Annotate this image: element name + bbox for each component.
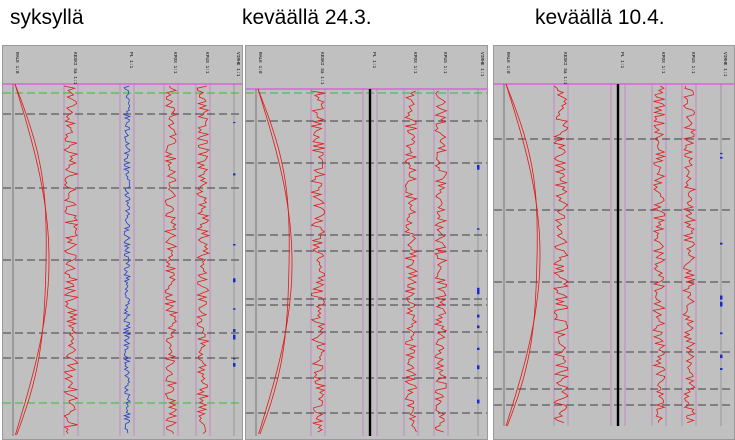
virhe-marker xyxy=(720,242,723,245)
channel-header: KPOS 1:1 xyxy=(172,52,178,74)
virhe-marker xyxy=(233,173,236,176)
virhe-marker xyxy=(720,156,723,159)
rale-curve xyxy=(257,88,293,435)
virhe-marker xyxy=(233,329,236,332)
chart-panel-3: RALE 1:8 KESKI Sa 1:1 PL 1:1 KPOS 1:1 KPUS 1… xyxy=(494,52,734,427)
chart-panel-1: RALE 1:8 KESKI Sa 1:1 PL 1:1 KPOS 1:1 KPUS 1… xyxy=(3,52,242,436)
rale-curve xyxy=(505,83,541,427)
virhe-marker xyxy=(233,278,236,283)
channel-header: RALE 1:8 xyxy=(505,52,511,74)
channel-header: KPOS 1:1 xyxy=(412,52,418,74)
channel-header: VIRHE 1:1 xyxy=(235,52,241,77)
virhe-marker xyxy=(233,358,236,360)
rale-curve xyxy=(14,83,47,436)
virhe-marker xyxy=(720,355,723,359)
rale-curve xyxy=(257,88,290,435)
virhe-marker xyxy=(477,325,480,329)
virhe-marker xyxy=(477,290,480,295)
virhe-marker xyxy=(477,228,480,230)
chart-panel-2: RALE 1:8 KESKI Sa 1:1 PL 1:1 KPOS 1:1 KPUS 1… xyxy=(246,52,487,436)
virhe-marker xyxy=(720,354,723,356)
measurement-panel-2: RALE 1:8 KESKI Sa 1:1 PL 1:1 KPOS 1:1 KPUS 1… xyxy=(245,45,488,440)
virhe-marker xyxy=(477,165,480,170)
kpus-signal-trace xyxy=(433,90,448,433)
channel-header: KPOS 1:1 xyxy=(660,52,666,74)
virhe-marker xyxy=(720,152,723,155)
channel-header: VIRHE 1:1 xyxy=(479,52,485,77)
virhe-marker xyxy=(720,295,723,300)
virhe-marker xyxy=(233,363,236,367)
keski-signal-trace xyxy=(63,85,80,434)
channel-header: KESKI Sa 1:1 xyxy=(319,52,325,85)
measurement-panel-3: RALE 1:8 KESKI Sa 1:1 PL 1:1 KPOS 1:1 KPUS 1… xyxy=(493,45,735,440)
virhe-marker xyxy=(477,314,480,318)
title-kevaalla-10-4: keväällä 10.4. xyxy=(535,6,665,29)
channel-header: KPUS 1:1 xyxy=(204,52,210,74)
virhe-marker xyxy=(233,122,236,124)
virhe-marker xyxy=(720,301,723,307)
title-kevaalla-24-3: keväällä 24.3. xyxy=(242,6,372,29)
virhe-marker xyxy=(720,368,723,370)
virhe-marker xyxy=(477,287,480,292)
title-syksylla: syksyllä xyxy=(10,6,84,29)
kpos-signal-trace xyxy=(163,85,179,434)
pl-signal-trace xyxy=(122,85,132,434)
virhe-marker xyxy=(720,332,723,335)
keski-signal-trace xyxy=(310,90,327,433)
virhe-marker xyxy=(477,399,480,404)
channel-header: KPUS 1:1 xyxy=(690,52,696,74)
channel-header: PL 1:1 xyxy=(371,52,377,69)
measurement-panel-1: RALE 1:8 KESKI Sa 1:1 PL 1:1 KPOS 1:1 KPUS 1… xyxy=(2,45,243,440)
kpus-signal-trace xyxy=(195,85,211,434)
kpus-signal-trace xyxy=(682,85,697,423)
virhe-marker xyxy=(477,347,480,350)
channel-header: RALE 1:8 xyxy=(257,52,263,74)
channel-header: PL 1:1 xyxy=(619,52,625,69)
channel-header: VIRHE 1:1 xyxy=(722,52,728,77)
channel-header: KESKI Sa 1:1 xyxy=(562,52,568,85)
keski-signal-trace xyxy=(552,85,569,423)
virhe-marker xyxy=(233,334,236,340)
virhe-marker xyxy=(477,365,480,370)
rale-curve xyxy=(505,83,538,427)
kpos-signal-trace xyxy=(404,90,419,433)
channel-header: KESKI Sa 1:1 xyxy=(72,52,78,85)
channel-header: RALE 1:8 xyxy=(14,52,20,74)
channel-header: PL 1:1 xyxy=(128,52,134,69)
kpos-signal-trace xyxy=(652,85,667,423)
channel-header: KPUS 1:1 xyxy=(442,52,448,74)
rale-curve xyxy=(14,83,50,436)
virhe-marker xyxy=(233,308,236,310)
virhe-marker xyxy=(233,244,236,246)
